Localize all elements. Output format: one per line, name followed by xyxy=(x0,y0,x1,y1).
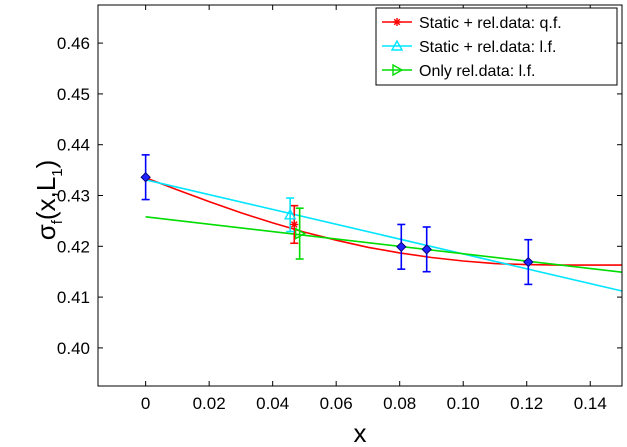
x-tick-label: 0 xyxy=(141,394,150,413)
x-axis: 0 0.02 0.04 0.06 0.08 0.10 0.12 0.14 xyxy=(141,5,607,413)
legend: Static + rel.data: q.f. Static + rel.data… xyxy=(375,7,618,86)
series-line xyxy=(145,179,623,292)
legend-label: Only rel.data: l.f. xyxy=(419,63,536,80)
legend-marker xyxy=(392,63,404,77)
series-line xyxy=(145,176,622,266)
series-line xyxy=(145,216,623,273)
legend-marker xyxy=(390,39,404,51)
y-tick-label: 0.41 xyxy=(57,288,90,307)
legend-label: Static + rel.data: l.f. xyxy=(419,39,556,56)
x-tick-label: 0.04 xyxy=(256,394,289,413)
svg-text:σf(x,L1): σf(x,L1) xyxy=(31,160,66,241)
y-label-close: ) xyxy=(31,160,61,169)
fit-point xyxy=(294,227,307,240)
y-label-sigma: σ xyxy=(31,224,61,240)
y-tick-label: 0.42 xyxy=(57,237,90,256)
y-tick-label: 0.43 xyxy=(57,187,90,206)
x-tick-label: 0.06 xyxy=(320,394,353,413)
x-tick-label: 0.08 xyxy=(383,394,416,413)
y-label-sub-f: f xyxy=(49,219,66,224)
data-point xyxy=(523,256,534,268)
data-point xyxy=(396,241,407,253)
legend-marker xyxy=(393,18,401,26)
legend-label: Static + rel.data: q.f. xyxy=(419,15,562,32)
x-tick-label: 0.10 xyxy=(447,394,480,413)
y-label-sub-1: 1 xyxy=(49,168,66,176)
y-axis-label: σf(x,L1) xyxy=(31,160,66,241)
y-tick-label: 0.44 xyxy=(57,136,90,155)
y-label-args: (x,L xyxy=(31,177,61,220)
fit-point xyxy=(290,220,299,229)
y-axis: 0.40 0.41 0.42 0.43 0.44 0.45 0.46 xyxy=(57,34,622,358)
y-tick-label: 0.40 xyxy=(57,339,90,358)
y-tick-label: 0.46 xyxy=(57,34,90,53)
x-axis-label: x xyxy=(354,418,367,447)
markers xyxy=(140,172,534,268)
data-point xyxy=(140,172,151,183)
series-curves xyxy=(145,176,623,292)
x-tick-label: 0.14 xyxy=(574,394,607,413)
fit-point xyxy=(283,208,297,220)
y-tick-label: 0.45 xyxy=(57,85,90,104)
legend-box xyxy=(375,7,618,86)
data-point xyxy=(421,244,432,255)
x-tick-label: 0.02 xyxy=(193,394,226,413)
x-tick-label: 0.12 xyxy=(510,394,543,413)
